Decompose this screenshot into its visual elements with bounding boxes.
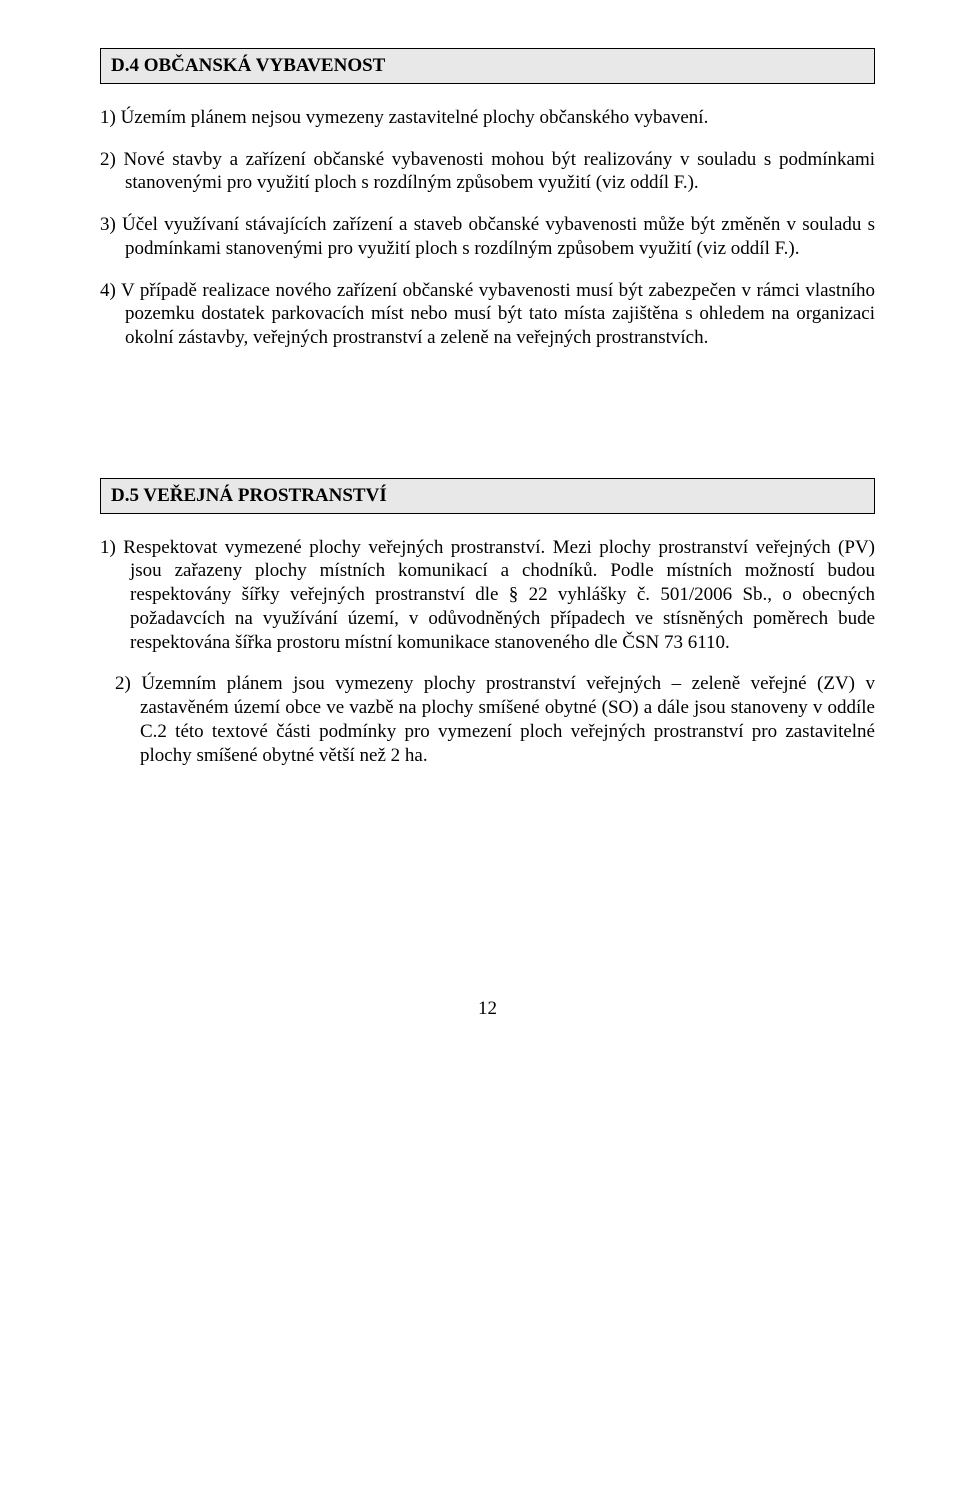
section-d4-heading: D.4 OBČANSKÁ VYBAVENOST [100, 48, 875, 84]
page-number: 12 [100, 997, 875, 1021]
d4-paragraph-1: 1) Územím plánem nejsou vymezeny zastavi… [100, 106, 875, 130]
section-spacer [100, 368, 875, 478]
d4-paragraph-2: 2) Nové stavby a zařízení občanské vybav… [100, 148, 875, 196]
d5-paragraph-2: 2) Územním plánem jsou vymezeny plochy p… [100, 672, 875, 767]
d4-paragraph-4: 4) V případě realizace nového zařízení o… [100, 279, 875, 350]
section-d5-heading: D.5 VEŘEJNÁ PROSTRANSTVÍ [100, 478, 875, 514]
d4-paragraph-3: 3) Účel využívaní stávajících zařízení a… [100, 213, 875, 261]
d5-paragraph-1: 1) Respektovat vymezené plochy veřejných… [100, 536, 875, 655]
